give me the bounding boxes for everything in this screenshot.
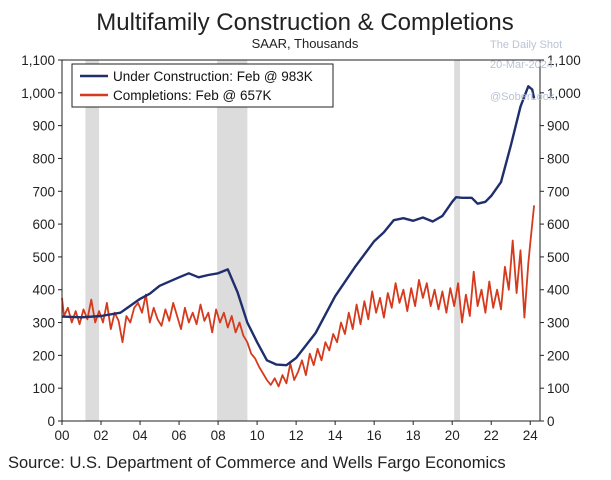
y-tick-label-right: 900 (547, 119, 570, 134)
y-tick-label-right: 1,100 (547, 53, 581, 68)
legend: Under Construction: Feb @ 983K Completio… (71, 63, 334, 108)
x-tick-label: 20 (445, 428, 460, 443)
y-tick-label-left: 900 (32, 119, 55, 134)
y-tick-label-left: 0 (47, 414, 55, 429)
y-tick-label-left: 600 (32, 217, 55, 232)
legend-box (71, 63, 334, 108)
y-tick-label-left: 200 (32, 348, 55, 363)
x-tick-label: 02 (94, 428, 109, 443)
y-tick-label-right: 800 (547, 151, 570, 166)
legend-label-under-construction: Under Construction: Feb @ 983K (113, 69, 313, 84)
x-tick-label: 00 (54, 428, 69, 443)
watermark: The Daily Shot 20-Mar-2024 @SoberLook (490, 39, 562, 103)
recession-band-1 (217, 60, 248, 421)
x-tick-label: 14 (328, 428, 344, 443)
recession-shading (85, 60, 461, 421)
x-tick-label: 08 (211, 428, 226, 443)
chart-subtitle: SAAR, Thousands (252, 36, 359, 51)
x-tick-label: 18 (406, 428, 421, 443)
y-tick-label-left: 100 (32, 381, 55, 396)
x-tick-label: 12 (289, 428, 304, 443)
y-tick-label-right: 500 (547, 250, 570, 265)
y-tick-label-right: 400 (547, 283, 570, 298)
plot-area-border (61, 59, 541, 422)
recession-band-0 (85, 60, 100, 421)
y-tick-label-left: 1,000 (21, 86, 55, 101)
y-tick-label-right: 200 (547, 348, 570, 363)
recession-band-2 (454, 60, 461, 421)
y-tick-label-right: 300 (547, 316, 570, 331)
chart-title: Multifamily Construction & Completions (96, 9, 513, 36)
series-line-under-construction (61, 85, 536, 367)
y-tick-label-left: 1,100 (21, 53, 55, 68)
x-tick-label: 16 (367, 428, 382, 443)
y-tick-label-right: 600 (547, 217, 570, 232)
x-tick-label: 04 (133, 428, 149, 443)
watermark-text: The Daily Shot (490, 39, 562, 51)
y-tick-label-left: 500 (32, 250, 55, 265)
x-tick-label: 10 (250, 428, 265, 443)
y-tick-label-right: 0 (547, 414, 555, 429)
y-tick-label-right: 100 (547, 381, 570, 396)
y-tick-label-right: 1,000 (547, 86, 581, 101)
y-tick-label-right: 700 (547, 184, 570, 199)
x-tick-label: 24 (523, 428, 539, 443)
y-tick-label-left: 800 (32, 151, 55, 166)
watermark-text: 20-Mar-2024 (490, 59, 553, 71)
x-tick-label: 06 (172, 428, 187, 443)
legend-label-completions: Completions: Feb @ 657K (113, 88, 272, 103)
series-lines (61, 85, 536, 388)
watermark-text: @SoberLook (490, 91, 555, 103)
y-tick-label-left: 700 (32, 184, 55, 199)
x-tick-label: 22 (484, 428, 499, 443)
y-tick-label-left: 400 (32, 283, 55, 298)
series-line-completions (61, 205, 535, 388)
source-note: Source: U.S. Department of Commerce and … (8, 454, 506, 472)
y-tick-label-left: 300 (32, 316, 55, 331)
